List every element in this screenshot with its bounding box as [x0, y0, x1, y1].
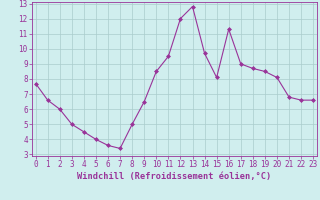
X-axis label: Windchill (Refroidissement éolien,°C): Windchill (Refroidissement éolien,°C): [77, 172, 272, 181]
